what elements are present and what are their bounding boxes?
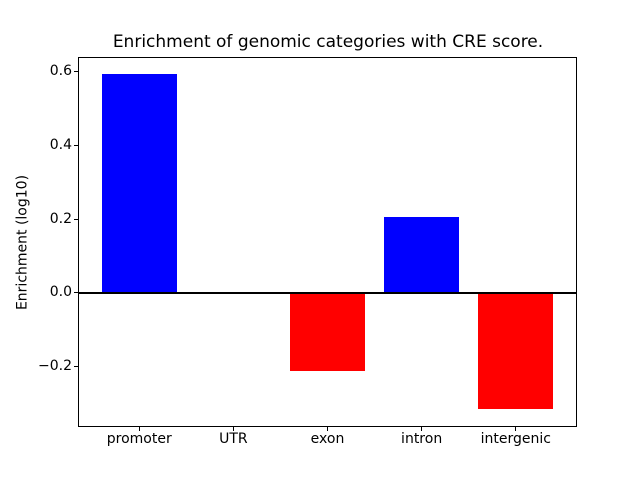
y-tick-0.6 [74, 71, 78, 73]
y-tick-0.0 [74, 292, 78, 294]
x-tick-label-promoter: promoter [106, 431, 172, 447]
y-tick-0.4 [74, 145, 78, 147]
y-tick-0.2 [74, 218, 78, 220]
y-axis-label: Enrichment (log10) [14, 174, 31, 311]
x-tick-label-intron: intron [401, 431, 443, 447]
y-tick-label-0.0: 0.0 [49, 284, 72, 301]
y-tick-label-0.4: 0.4 [49, 137, 72, 154]
x-tick-intergenic [515, 427, 517, 431]
y-tick-label-−0.2: −0.2 [38, 357, 72, 374]
bar-promoter [101, 73, 177, 293]
x-tick-promoter [138, 427, 140, 431]
y-tick-−0.2 [74, 365, 78, 367]
x-tick-label-exon: exon [310, 431, 345, 447]
y-tick-label-0.2: 0.2 [49, 210, 72, 227]
x-tick-intron [421, 427, 423, 431]
x-tick-label-UTR: UTR [219, 431, 248, 447]
x-tick-exon [327, 427, 328, 431]
bar-exon [289, 292, 366, 371]
y-tick-label-0.6: 0.6 [49, 63, 72, 80]
plot-area: promoter UTR exon intron intergenic 0.6 0.4 0.2… [38, 57, 577, 447]
zero-baseline [79, 291, 576, 294]
x-tick-label-intergenic: intergenic [480, 431, 551, 447]
bar-intergenic [478, 292, 554, 410]
chart-title: Enrichment of genomic categories with CR… [112, 32, 544, 52]
bar-intron [383, 217, 460, 293]
x-tick-UTR [232, 427, 234, 431]
